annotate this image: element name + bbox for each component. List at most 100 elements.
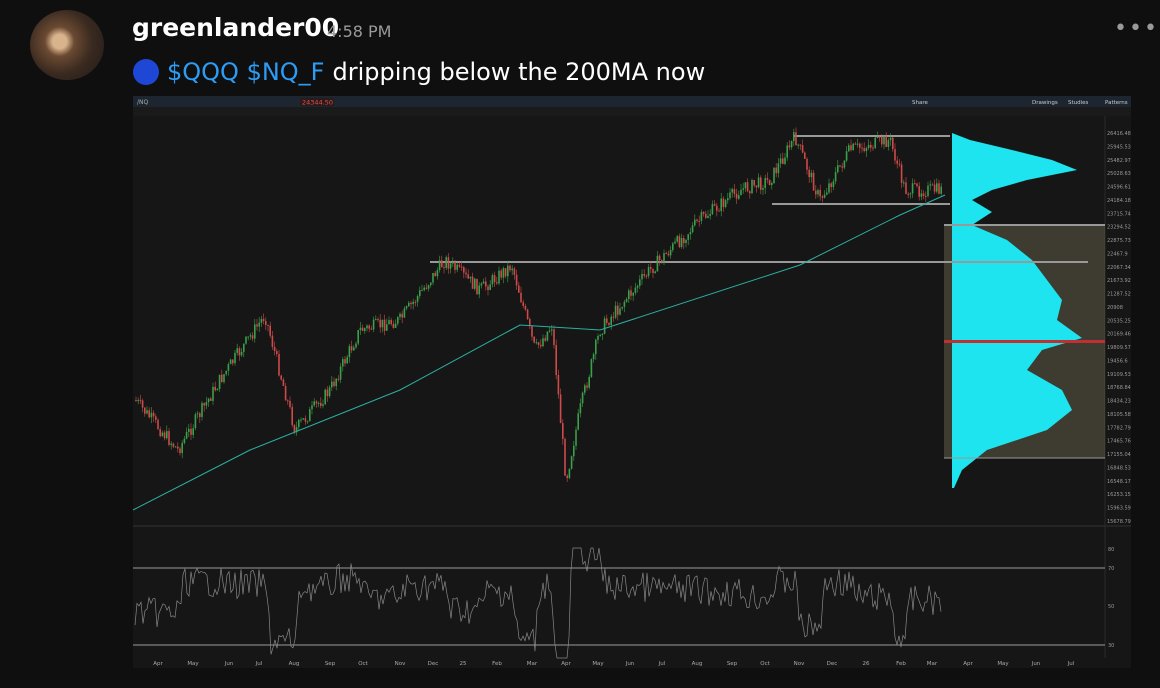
month-label: Jun — [1031, 661, 1041, 667]
candle — [238, 348, 241, 356]
price-axis-label: 16848.53 — [1107, 465, 1131, 471]
candle — [821, 196, 824, 198]
price-axis-label: 25028.63 — [1107, 171, 1131, 177]
candle — [830, 183, 832, 188]
candle — [632, 292, 634, 296]
candle — [586, 385, 588, 388]
toolbar-button: Studies — [1068, 100, 1089, 106]
candle — [304, 418, 307, 422]
message-text: dripping below the 200MA now — [332, 58, 706, 86]
candle — [694, 219, 696, 226]
candle — [724, 200, 727, 207]
candle — [843, 160, 846, 168]
more-menu[interactable]: ••• — [1114, 16, 1159, 41]
candle — [280, 375, 282, 380]
candle — [201, 403, 203, 417]
candle — [148, 410, 150, 418]
candle — [916, 183, 918, 187]
price-axis-label: 17155.04 — [1107, 452, 1131, 458]
rsi-axis-label: 80 — [1108, 547, 1114, 553]
candle — [388, 320, 390, 325]
candle — [801, 145, 804, 153]
candle — [430, 282, 432, 286]
candle — [713, 204, 716, 206]
candle — [309, 409, 311, 422]
candle — [788, 145, 791, 148]
candle — [881, 137, 883, 145]
month-label: Sep — [325, 661, 336, 667]
candle — [326, 389, 329, 397]
price-axis-label: 15963.59 — [1107, 506, 1131, 512]
candle — [784, 157, 786, 164]
candle — [720, 198, 722, 212]
candle — [929, 184, 931, 186]
candle — [463, 267, 465, 273]
ticker-links[interactable]: $QQQ $NQ_F — [167, 58, 325, 86]
candle — [808, 169, 810, 178]
candle — [903, 182, 905, 184]
candle — [531, 326, 533, 337]
candle — [194, 414, 197, 429]
candle — [757, 177, 760, 188]
candle — [529, 319, 531, 327]
candle — [617, 305, 619, 315]
price-axis-label: 22067.34 — [1107, 265, 1131, 271]
candle — [172, 443, 175, 447]
candle — [478, 285, 480, 295]
candle — [883, 136, 885, 145]
rsi-axis-label: 50 — [1108, 604, 1114, 610]
candle — [804, 152, 806, 159]
candle — [491, 275, 494, 285]
candle — [357, 330, 359, 344]
candle — [590, 359, 593, 377]
candle — [196, 413, 199, 415]
symbol: /NQ — [137, 99, 149, 106]
candle — [212, 386, 214, 401]
month-label: May — [997, 661, 1009, 667]
candle — [771, 183, 773, 186]
candle — [872, 147, 874, 149]
candle — [482, 281, 485, 284]
candle — [199, 413, 201, 417]
candle — [740, 189, 742, 196]
candle — [293, 424, 296, 433]
candle — [436, 270, 439, 277]
avatar[interactable] — [30, 10, 104, 80]
candle — [427, 285, 430, 289]
candle — [856, 143, 859, 145]
candle — [863, 148, 865, 152]
candle — [742, 188, 744, 190]
candle — [243, 343, 245, 352]
candle — [819, 189, 821, 197]
candle — [577, 413, 579, 430]
candle — [423, 287, 425, 291]
candle — [652, 268, 654, 274]
month-label: Jun — [224, 661, 234, 667]
candle — [892, 137, 894, 150]
candle — [397, 316, 399, 324]
candle — [234, 352, 236, 364]
candle — [729, 192, 731, 199]
candle — [247, 336, 249, 338]
candle — [500, 270, 502, 278]
candle — [456, 264, 458, 270]
candle — [755, 185, 758, 188]
price-axis-label: 23715.74 — [1107, 211, 1131, 217]
username[interactable]: greenlander00 — [132, 13, 340, 42]
candle — [339, 366, 342, 380]
price-axis-label: 19456.6 — [1107, 358, 1128, 364]
price-axis-label: 22467.9 — [1107, 251, 1128, 257]
candle — [782, 158, 784, 164]
candle — [256, 324, 258, 327]
candle — [454, 262, 456, 270]
candle — [302, 418, 304, 420]
candle — [152, 412, 155, 417]
candle — [322, 404, 324, 406]
candle — [368, 325, 370, 329]
candle — [636, 285, 639, 288]
candle — [832, 181, 835, 188]
candle — [894, 149, 896, 161]
candle — [601, 333, 604, 335]
toolbar-button: Patterns — [1105, 100, 1128, 106]
month-label: Apr — [153, 661, 163, 667]
